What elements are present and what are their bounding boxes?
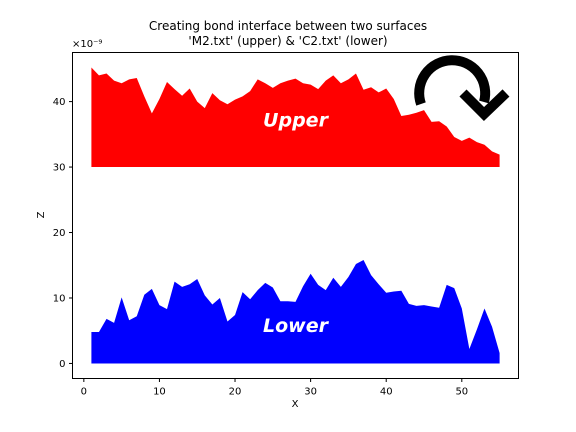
y-tick-label: 40 (53, 97, 66, 108)
series-area-upper (91, 67, 500, 168)
chart-title-line-1: Creating bond interface between two surf… (148, 19, 428, 33)
x-tick-label: 10 (153, 387, 166, 398)
chart-title-line-2: 'M2.txt' (upper) & 'C2.txt' (lower) (188, 34, 388, 48)
plot-frame (72, 52, 519, 379)
y-axis-scale-label: ×10⁻⁹ (72, 39, 102, 50)
series-label-lower: Lower (263, 315, 330, 337)
x-tick-label: 0 (81, 387, 87, 398)
y-tick-label: 0 (59, 359, 65, 370)
x-axis-ticks: 0 10 20 30 40 50 (81, 378, 468, 398)
series-areas (91, 67, 500, 364)
x-tick-label: 30 (304, 387, 317, 398)
clockwise-arrow-icon (414, 55, 510, 121)
series-label-upper: Upper (263, 109, 330, 131)
series-labels: Upper Lower (263, 109, 330, 337)
y-axis-ticks: 0 10 20 30 40 (53, 97, 73, 370)
y-axis-label: Z (36, 211, 47, 218)
y-tick-label: 10 (53, 293, 66, 304)
y-tick-label: 20 (53, 228, 66, 239)
x-tick-label: 40 (380, 387, 393, 398)
x-tick-label: 50 (455, 387, 468, 398)
y-tick-label: 30 (53, 163, 66, 174)
x-axis-label: X (292, 399, 299, 410)
x-tick-label: 20 (229, 387, 242, 398)
series-area-lower (91, 260, 500, 364)
